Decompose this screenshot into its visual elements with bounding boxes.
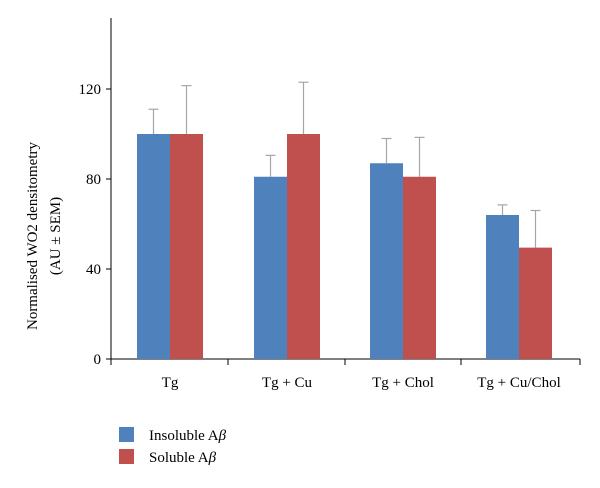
legend-swatch-1	[119, 449, 134, 464]
legend-beta-symbol: β	[208, 450, 217, 466]
legend-label-1: Soluble Aβ	[149, 450, 217, 466]
legend-label-0: Insoluble Aβ	[149, 428, 227, 444]
bar-soluble-0	[170, 134, 203, 359]
legend-swatch-0	[119, 427, 134, 442]
plot-area: 0 40 80 120 Tg Tg + Cu Tg + Chol Tg + Cu/Chol	[79, 18, 581, 391]
y-tick-label: 0	[94, 352, 102, 368]
x-category-label: Tg	[162, 375, 179, 391]
legend-beta-symbol: β	[218, 428, 227, 444]
y-axis-title: Normalised WO2 densitometry (AU ± SEM)	[25, 141, 64, 330]
x-category-label: Tg + Chol	[372, 375, 434, 391]
bar-insoluble-3	[486, 215, 519, 359]
y-tick-label: 40	[86, 262, 101, 278]
bar-soluble-3	[519, 247, 552, 359]
bar-soluble-2	[403, 176, 436, 359]
y-axis-label-units: (AU ± SEM)	[48, 197, 64, 275]
legend: Insoluble Aβ Soluble Aβ	[119, 427, 227, 466]
bar-insoluble-2	[370, 163, 403, 359]
bar-insoluble-1	[254, 176, 287, 359]
bar-insoluble-0	[137, 134, 170, 359]
y-tick-label: 120	[79, 82, 102, 98]
y-tick-label: 80	[86, 172, 101, 188]
y-axis-label: Normalised WO2 densitometry	[25, 141, 41, 330]
x-category-label: Tg + Cu/Chol	[477, 375, 560, 391]
bar-soluble-1	[287, 134, 320, 359]
x-category-label: Tg + Cu	[262, 375, 313, 391]
